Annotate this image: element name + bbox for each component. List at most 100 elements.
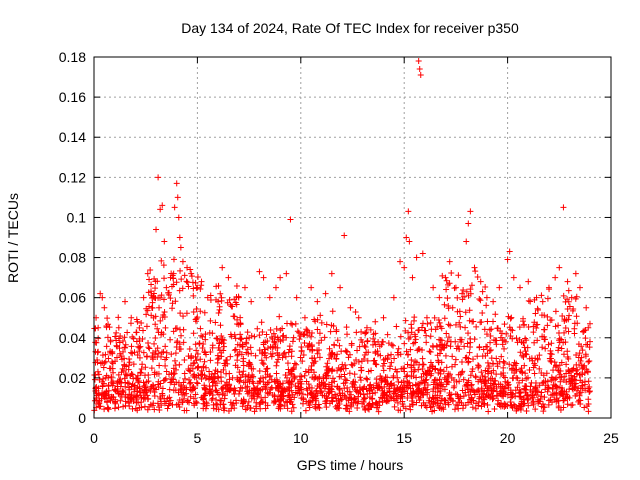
noise-point	[576, 350, 583, 357]
data-point	[293, 294, 300, 301]
noise-point	[416, 397, 423, 404]
noise-point	[284, 386, 291, 393]
noise-point	[230, 387, 237, 394]
noise-point	[169, 401, 176, 408]
data-point	[161, 238, 168, 245]
noise-point	[161, 395, 168, 402]
noise-point	[537, 393, 544, 400]
noise-point	[136, 348, 143, 355]
noise-point	[312, 358, 319, 365]
noise-point	[482, 352, 489, 359]
noise-point	[149, 294, 156, 301]
noise-point	[115, 371, 122, 378]
noise-point	[172, 325, 179, 332]
noise-point	[391, 355, 398, 362]
noise-point	[314, 375, 321, 382]
noise-point	[555, 344, 562, 351]
noise-point	[200, 395, 207, 402]
noise-point	[198, 375, 205, 382]
noise-point	[232, 299, 239, 306]
noise-point	[267, 372, 274, 379]
data-point	[128, 314, 135, 321]
noise-point	[173, 339, 180, 346]
noise-point	[160, 348, 167, 355]
data-point	[446, 258, 453, 265]
data-point	[95, 324, 102, 331]
noise-point	[289, 401, 296, 408]
noise-point	[387, 393, 394, 400]
noise-point	[488, 355, 495, 362]
noise-point	[393, 323, 400, 330]
noise-point	[228, 405, 235, 412]
noise-point	[130, 361, 137, 368]
noise-point	[331, 378, 338, 385]
noise-point	[178, 332, 185, 339]
noise-point	[256, 368, 263, 375]
y-axis-label: ROTI / TECUs	[5, 193, 21, 283]
noise-point	[394, 349, 401, 356]
noise-point	[209, 391, 216, 398]
noise-point	[135, 399, 142, 406]
noise-point	[573, 361, 580, 368]
noise-point	[538, 389, 545, 396]
noise-point	[142, 383, 149, 390]
noise-point	[291, 374, 298, 381]
data-point	[241, 284, 248, 291]
y-tick-label: 0.1	[67, 209, 87, 225]
noise-point	[342, 365, 349, 372]
noise-point	[295, 380, 302, 387]
noise-point	[151, 406, 158, 413]
noise-point	[569, 307, 576, 314]
noise-point	[443, 364, 450, 371]
noise-point	[117, 376, 124, 383]
noise-point	[238, 397, 245, 404]
noise-point	[140, 349, 147, 356]
noise-point	[216, 306, 223, 313]
noise-point	[298, 386, 305, 393]
noise-point	[116, 345, 123, 352]
noise-point	[455, 395, 462, 402]
noise-point	[136, 383, 143, 390]
noise-point	[414, 347, 421, 354]
y-tick-label: 0.08	[59, 250, 86, 266]
noise-point	[299, 391, 306, 398]
data-point	[413, 254, 420, 261]
data-point	[97, 290, 104, 297]
noise-point	[427, 372, 434, 379]
noise-point	[113, 354, 120, 361]
noise-point	[525, 402, 532, 409]
noise-point	[555, 329, 562, 336]
data-point	[556, 264, 563, 271]
data-point	[442, 274, 449, 281]
noise-point	[92, 359, 99, 366]
noise-point	[560, 292, 567, 299]
noise-point	[441, 315, 448, 322]
noise-point	[318, 319, 325, 326]
noise-point	[335, 404, 342, 411]
noise-point	[581, 404, 588, 411]
noise-point	[195, 363, 202, 370]
noise-point	[105, 355, 112, 362]
noise-point	[309, 397, 316, 404]
noise-point	[556, 384, 563, 391]
noise-point	[353, 329, 360, 336]
noise-point	[469, 404, 476, 411]
noise-point	[116, 339, 123, 346]
plot-frame	[93, 56, 612, 419]
noise-point	[569, 401, 576, 408]
noise-point	[459, 296, 466, 303]
noise-point	[358, 367, 365, 374]
noise-point	[197, 325, 204, 332]
noise-point	[338, 348, 345, 355]
noise-point	[113, 388, 120, 395]
noise-point	[343, 324, 350, 331]
noise-point	[288, 368, 295, 375]
noise-point	[513, 366, 520, 373]
noise-point	[364, 338, 371, 345]
noise-point	[521, 385, 528, 392]
noise-point	[199, 333, 206, 340]
noise-point	[336, 373, 343, 380]
noise-point	[361, 404, 368, 411]
noise-point	[440, 368, 447, 375]
noise-point	[102, 358, 109, 365]
